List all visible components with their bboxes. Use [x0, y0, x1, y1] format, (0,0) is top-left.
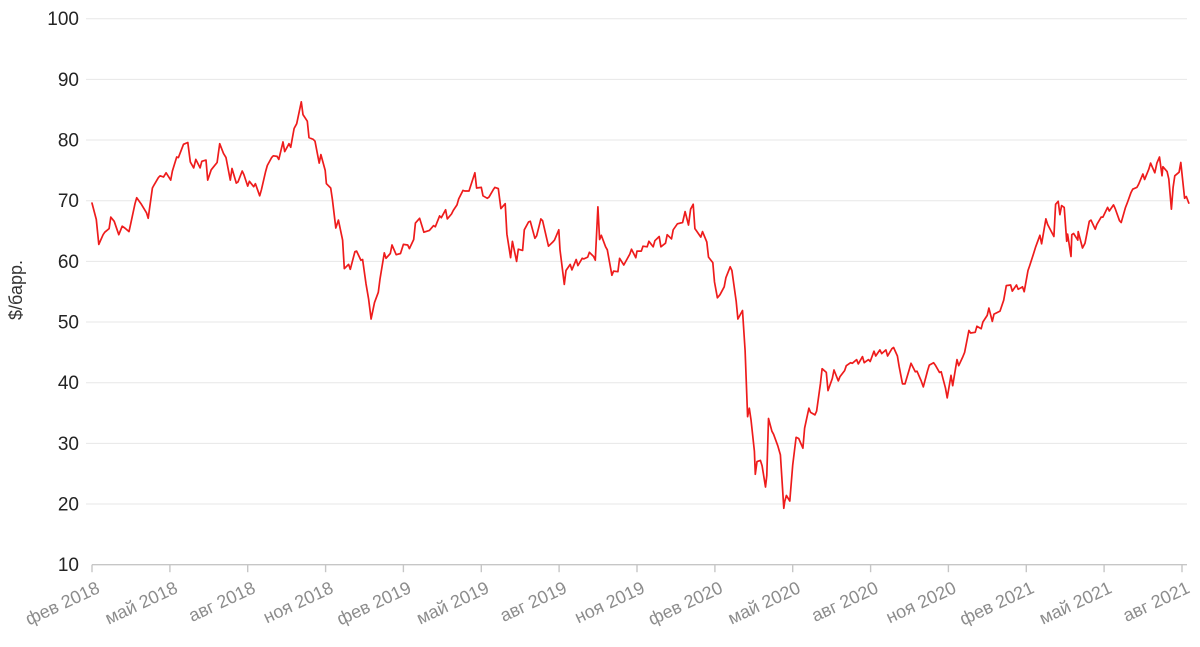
y-tick-label: 30	[58, 434, 79, 455]
x-tick-label: май 2020	[725, 577, 804, 628]
y-tick-label: 100	[47, 9, 79, 30]
price-line	[91, 100, 1190, 510]
y-tick-label: 60	[58, 252, 79, 273]
x-tick-label: май 2021	[1036, 577, 1115, 628]
x-tick-label: авг 2019	[497, 577, 570, 625]
price-series	[91, 100, 1190, 510]
x-tick-label: авг 2018	[185, 577, 258, 625]
y-tick-label: 80	[58, 131, 79, 152]
y-tick-label: 70	[58, 191, 79, 212]
y-axis-labels: 10 20 30 40 50 60 70 80 90 100	[47, 9, 79, 576]
x-tick-label: фев 2019	[334, 577, 414, 629]
y-tick-label: 50	[58, 313, 79, 334]
y-tick-label: 10	[58, 555, 79, 576]
y-axis-title: $/барр.	[6, 260, 26, 320]
x-tick-label: ноя 2018	[260, 577, 336, 627]
x-tick-label: ноя 2020	[883, 577, 959, 627]
x-tick-label: май 2018	[102, 577, 181, 628]
x-tick-label: фев 2018	[22, 577, 102, 629]
x-axis	[91, 564, 1187, 573]
x-tick-label: ноя 2019	[571, 577, 647, 627]
x-tick-label: авг 2020	[808, 577, 881, 625]
x-tick-label: май 2019	[413, 577, 492, 628]
y-gridlines	[86, 18, 1187, 505]
y-tick-label: 90	[58, 70, 79, 91]
y-tick-label: 20	[58, 495, 79, 516]
y-tick-label: 40	[58, 373, 79, 394]
x-tick-label: авг 2021	[1120, 577, 1193, 625]
x-tick-label: фев 2021	[957, 577, 1037, 629]
x-tick-label: фев 2020	[645, 577, 725, 629]
